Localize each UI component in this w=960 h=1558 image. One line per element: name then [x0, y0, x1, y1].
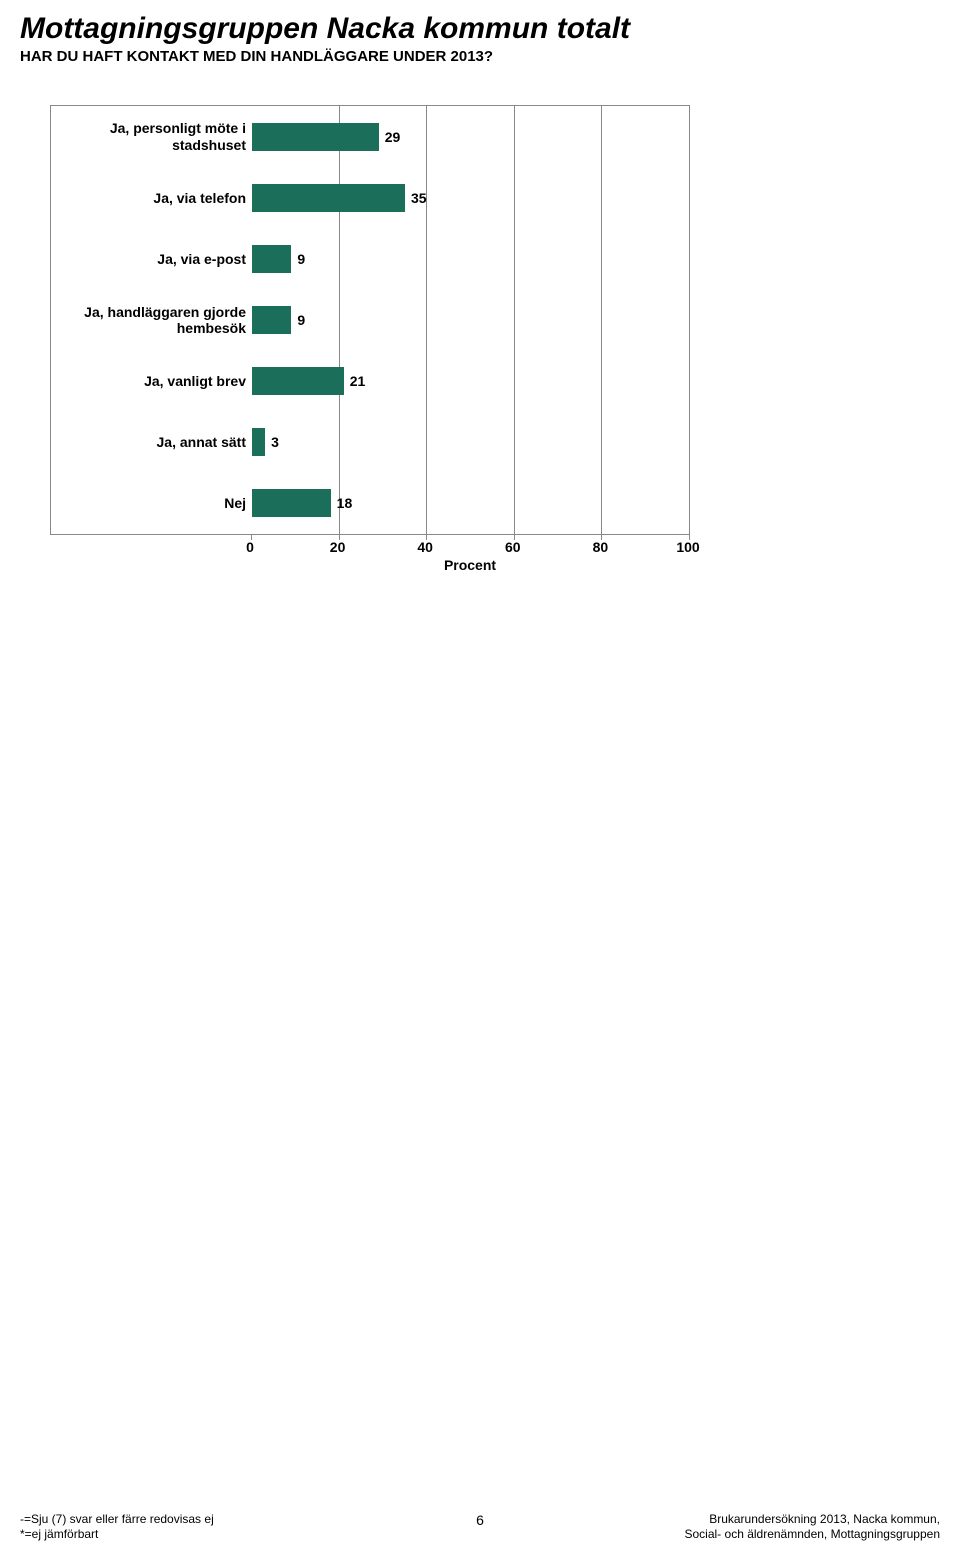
bar-row: Ja, vanligt brev 21 [51, 365, 689, 397]
x-tick-label: 40 [417, 539, 433, 555]
x-tick-label: 20 [330, 539, 346, 555]
bar-value-label: 3 [265, 428, 279, 456]
bar-track: 35 [252, 184, 689, 212]
bar-row: Nej 18 [51, 487, 689, 519]
bar-track: 9 [252, 306, 689, 334]
bar-category-label: Nej [51, 495, 252, 511]
bar-category-label: Ja, via telefon [51, 190, 252, 206]
x-tick-label: 60 [505, 539, 521, 555]
bar-category-label: Ja, vanligt brev [51, 373, 252, 389]
bar-row: Ja, annat sätt 3 [51, 426, 689, 458]
bar-value-label: 35 [405, 184, 427, 212]
x-axis-title: Procent [250, 557, 690, 573]
footer-left-line2: *=ej jämförbart [20, 1527, 214, 1542]
bar-row: Ja, personligt möte i stadshuset 29 [51, 121, 689, 153]
x-axis: 020406080100 [250, 535, 690, 555]
x-tick-label: 0 [246, 539, 254, 555]
bar [252, 123, 379, 151]
x-tick-label: 100 [676, 539, 699, 555]
page-title: Mottagningsgruppen Nacka kommun totalt [20, 12, 940, 46]
page-subtitle: HAR DU HAFT KONTAKT MED DIN HANDLÄGGARE … [20, 48, 940, 65]
footer-left: -=Sju (7) svar eller färre redovisas ej … [20, 1512, 214, 1542]
page-number: 6 [476, 1512, 484, 1528]
bar [252, 367, 344, 395]
bar [252, 489, 331, 517]
bar-category-label: Ja, via e-post [51, 251, 252, 267]
bar [252, 306, 291, 334]
bar-row: Ja, via e-post 9 [51, 243, 689, 275]
bar-category-label: Ja, handläggaren gjorde hembesök [51, 304, 252, 336]
bar-value-label: 29 [379, 123, 401, 151]
bar-row: Ja, via telefon 35 [51, 182, 689, 214]
bar [252, 184, 405, 212]
footer-right-line1: Brukarundersökning 2013, Nacka kommun, [685, 1512, 941, 1527]
bar [252, 245, 291, 273]
footer-right-line2: Social- och äldrenämnden, Mottagningsgru… [685, 1527, 941, 1542]
bar-row: Ja, handläggaren gjorde hembesök 9 [51, 304, 689, 336]
footer-right: Brukarundersökning 2013, Nacka kommun, S… [685, 1512, 941, 1542]
bar-category-label: Ja, annat sätt [51, 434, 252, 450]
bar-track: 18 [252, 489, 689, 517]
bar [252, 428, 265, 456]
bar-value-label: 18 [331, 489, 353, 517]
bar-value-label: 9 [291, 245, 305, 273]
x-tick-label: 80 [593, 539, 609, 555]
bar-track: 9 [252, 245, 689, 273]
bar-track: 3 [252, 428, 689, 456]
bar-value-label: 21 [344, 367, 366, 395]
bar-track: 29 [252, 123, 689, 151]
footer-left-line1: -=Sju (7) svar eller färre redovisas ej [20, 1512, 214, 1527]
chart-container: Ja, personligt möte i stadshuset 29 Ja, vi… [50, 105, 690, 573]
bar-category-label: Ja, personligt möte i stadshuset [51, 120, 252, 152]
bar-track: 21 [252, 367, 689, 395]
chart-plot-area: Ja, personligt möte i stadshuset 29 Ja, vi… [50, 105, 690, 535]
bar-value-label: 9 [291, 306, 305, 334]
